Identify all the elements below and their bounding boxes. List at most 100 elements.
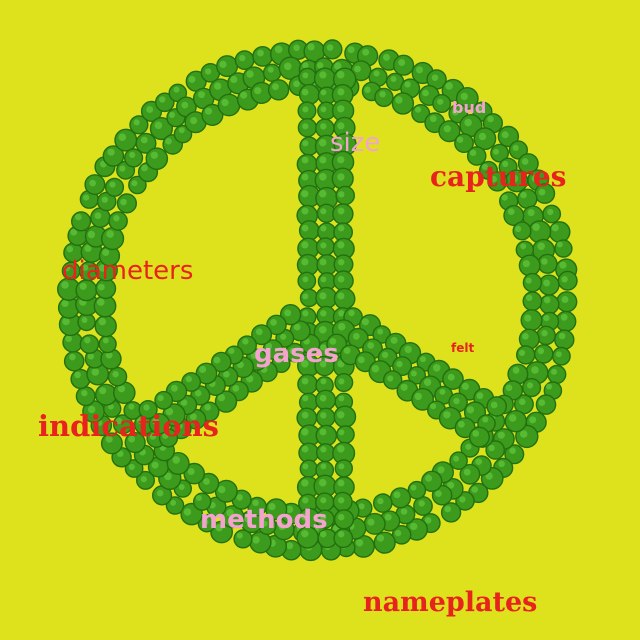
pea-highlight <box>65 335 72 343</box>
pea-highlight <box>202 519 209 525</box>
label-felt: felt <box>451 341 475 355</box>
pea-highlight <box>150 151 158 159</box>
pea <box>334 459 353 478</box>
pea-highlight <box>422 89 429 97</box>
pea-highlight <box>284 62 292 71</box>
pea-highlight <box>113 215 120 222</box>
pea-highlight <box>105 435 113 443</box>
pea <box>459 463 481 485</box>
pea-highlight <box>119 165 126 172</box>
pea-highlight <box>507 208 515 216</box>
pea-highlight <box>404 345 412 354</box>
pea-highlight <box>178 484 185 490</box>
pea-highlight <box>301 428 309 436</box>
pea-highlight <box>430 403 437 410</box>
pea-highlight <box>84 244 92 252</box>
pea <box>449 451 468 471</box>
pea-highlight <box>526 382 534 389</box>
pea-highlight <box>334 62 342 70</box>
pea-highlight <box>183 508 192 516</box>
pea-highlight <box>214 82 222 90</box>
pea-highlight <box>477 106 484 113</box>
pea-highlight <box>469 149 477 156</box>
pea <box>516 345 536 365</box>
pea-highlight <box>112 371 119 378</box>
pea-highlight <box>136 416 144 424</box>
pea <box>520 309 543 332</box>
pea-highlight <box>105 351 113 359</box>
pea-highlight <box>70 228 78 236</box>
pea-highlight <box>531 174 539 183</box>
pea-highlight <box>471 486 479 493</box>
pea-highlight <box>152 417 160 425</box>
pea-highlight <box>336 70 345 79</box>
pea-highlight <box>337 322 346 331</box>
pea-highlight <box>278 523 286 531</box>
pea-highlight <box>75 213 82 221</box>
pea <box>391 92 415 115</box>
pea-highlight <box>236 494 243 501</box>
pea <box>154 390 174 410</box>
pea-highlight <box>221 98 229 107</box>
pea-highlight <box>320 123 327 130</box>
pea-highlight <box>302 293 309 300</box>
pea-highlight <box>320 514 327 521</box>
pea-highlight <box>465 443 472 450</box>
pea-highlight <box>66 245 74 253</box>
pea <box>262 63 282 83</box>
pea-highlight <box>302 72 309 79</box>
pea-highlight <box>319 292 327 300</box>
pea-highlight <box>151 461 159 469</box>
pea-highlight <box>338 429 345 436</box>
label-gases: gases <box>254 339 339 369</box>
pea <box>333 287 356 310</box>
pea-highlight <box>94 212 102 220</box>
pea-highlight <box>501 194 508 201</box>
pea-highlight <box>198 91 205 99</box>
pea-highlight <box>81 264 89 271</box>
pea <box>299 459 318 478</box>
label-diameters: diameters <box>62 256 194 286</box>
pea <box>518 254 541 277</box>
pea-highlight <box>410 484 417 491</box>
pea-highlight <box>555 351 562 358</box>
pea-highlight <box>194 389 202 397</box>
pea-highlight <box>204 107 213 115</box>
pea-highlight <box>128 463 135 471</box>
pea-highlight <box>414 392 422 401</box>
pea-highlight <box>472 430 480 437</box>
pea-highlight <box>286 505 294 513</box>
pea-highlight <box>107 148 115 156</box>
pea-highlight <box>101 196 109 203</box>
pea-highlight <box>338 531 345 538</box>
pea-highlight <box>377 497 384 505</box>
pea-highlight <box>301 360 309 368</box>
pea-highlight <box>178 127 185 134</box>
pea-highlight <box>301 445 309 453</box>
pea-highlight <box>61 281 69 289</box>
pea-highlight <box>410 370 417 377</box>
pea-highlight <box>337 173 345 181</box>
pea <box>135 132 157 154</box>
pea-highlight <box>326 44 334 51</box>
pea <box>374 87 394 108</box>
pea-highlight <box>172 456 180 464</box>
pea-highlight <box>61 299 69 308</box>
pea-highlight <box>274 45 283 54</box>
pea-highlight <box>338 259 345 266</box>
pea-highlight <box>257 49 264 57</box>
pea-highlight <box>320 242 327 249</box>
pea-highlight <box>320 446 327 453</box>
pea-highlight <box>556 241 563 248</box>
pea-highlight <box>463 468 471 476</box>
pea-highlight <box>284 309 292 317</box>
pea-highlight <box>301 207 309 215</box>
pea-highlight <box>319 360 327 368</box>
pea-highlight <box>390 336 398 344</box>
pea-highlight <box>510 174 519 183</box>
pea-highlight <box>381 351 389 359</box>
pea-highlight <box>173 86 180 93</box>
pea-highlight <box>301 88 309 96</box>
pea-highlight <box>302 140 309 147</box>
pea-highlight <box>244 515 252 523</box>
